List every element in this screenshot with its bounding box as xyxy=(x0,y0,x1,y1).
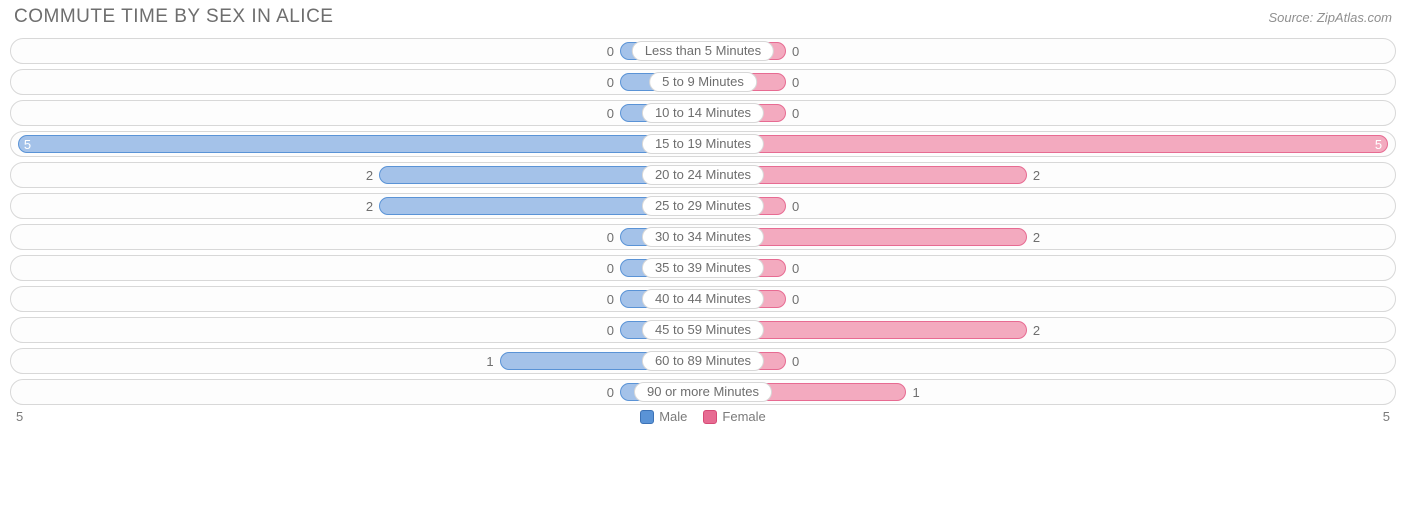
female-bar xyxy=(703,135,1388,153)
category-label: Less than 5 Minutes xyxy=(632,41,774,61)
chart-row: 5 5 15 to 19 Minutes xyxy=(10,131,1396,157)
female-half: 2 xyxy=(703,225,1395,249)
female-value: 2 xyxy=(1027,163,1040,189)
male-half: 0 xyxy=(11,287,703,311)
chart-row: 0 0 Less than 5 Minutes xyxy=(10,38,1396,64)
male-half: 0 xyxy=(11,256,703,280)
male-half: 5 xyxy=(11,132,703,156)
chart-row: 0 1 90 or more Minutes xyxy=(10,379,1396,405)
female-value: 0 xyxy=(786,349,799,375)
male-value: 0 xyxy=(607,256,620,282)
chart-title: COMMUTE TIME BY SEX IN ALICE xyxy=(14,6,333,28)
female-value: 2 xyxy=(1027,318,1040,344)
male-value: 5 xyxy=(18,132,31,158)
chart-row: 0 2 30 to 34 Minutes xyxy=(10,224,1396,250)
male-half: 0 xyxy=(11,39,703,63)
female-value: 0 xyxy=(786,101,799,127)
male-value: 0 xyxy=(607,101,620,127)
female-half: 0 xyxy=(703,287,1395,311)
female-value: 2 xyxy=(1027,225,1040,251)
male-value: 2 xyxy=(366,163,379,189)
male-half: 2 xyxy=(11,194,703,218)
female-value: 0 xyxy=(786,287,799,313)
male-value: 0 xyxy=(607,287,620,313)
chart-header: COMMUTE TIME BY SEX IN ALICE Source: Zip… xyxy=(10,6,1396,28)
female-half: 0 xyxy=(703,194,1395,218)
chart-row: 1 0 60 to 89 Minutes xyxy=(10,348,1396,374)
female-half: 0 xyxy=(703,256,1395,280)
male-value: 1 xyxy=(486,349,499,375)
legend-label: Female xyxy=(722,409,765,424)
legend-item: Female xyxy=(703,409,765,424)
male-half: 0 xyxy=(11,70,703,94)
male-half: 0 xyxy=(11,380,703,404)
chart-row: 0 0 35 to 39 Minutes xyxy=(10,255,1396,281)
legend-swatch xyxy=(703,410,717,424)
category-label: 40 to 44 Minutes xyxy=(642,289,764,309)
category-label: 5 to 9 Minutes xyxy=(649,72,757,92)
female-value: 5 xyxy=(1375,132,1388,158)
legend-swatch xyxy=(640,410,654,424)
chart-row: 2 0 25 to 29 Minutes xyxy=(10,193,1396,219)
female-half: 0 xyxy=(703,70,1395,94)
male-value: 0 xyxy=(607,225,620,251)
legend-label: Male xyxy=(659,409,687,424)
category-label: 45 to 59 Minutes xyxy=(642,320,764,340)
female-half: 0 xyxy=(703,349,1395,373)
male-half: 0 xyxy=(11,101,703,125)
chart-row: 2 2 20 to 24 Minutes xyxy=(10,162,1396,188)
category-label: 10 to 14 Minutes xyxy=(642,103,764,123)
category-label: 35 to 39 Minutes xyxy=(642,258,764,278)
female-half: 1 xyxy=(703,380,1395,404)
male-half: 1 xyxy=(11,349,703,373)
category-label: 25 to 29 Minutes xyxy=(642,196,764,216)
male-half: 0 xyxy=(11,318,703,342)
chart-row: 0 2 45 to 59 Minutes xyxy=(10,317,1396,343)
female-value: 0 xyxy=(786,194,799,220)
commute-chart: COMMUTE TIME BY SEX IN ALICE Source: Zip… xyxy=(0,0,1406,428)
legend-item: Male xyxy=(640,409,687,424)
category-label: 15 to 19 Minutes xyxy=(642,134,764,154)
chart-row: 0 0 40 to 44 Minutes xyxy=(10,286,1396,312)
male-value: 0 xyxy=(607,380,620,406)
category-label: 20 to 24 Minutes xyxy=(642,165,764,185)
axis-right-max: 5 xyxy=(1383,409,1390,424)
male-value: 0 xyxy=(607,39,620,65)
female-half: 2 xyxy=(703,163,1395,187)
chart-rows: 00Less than 5 Minutes005 to 9 Minutes001… xyxy=(10,38,1396,405)
female-half: 0 xyxy=(703,101,1395,125)
legend: Male Female xyxy=(640,409,766,424)
male-bar xyxy=(18,135,703,153)
female-value: 0 xyxy=(786,39,799,65)
male-half: 2 xyxy=(11,163,703,187)
chart-footer: 5 Male Female 5 xyxy=(10,405,1396,424)
category-label: 90 or more Minutes xyxy=(634,382,772,402)
category-label: 60 to 89 Minutes xyxy=(642,351,764,371)
axis-left-max: 5 xyxy=(16,409,23,424)
male-value: 0 xyxy=(607,318,620,344)
category-label: 30 to 34 Minutes xyxy=(642,227,764,247)
female-half: 5 xyxy=(703,132,1395,156)
chart-source: Source: ZipAtlas.com xyxy=(1268,10,1392,25)
female-value: 0 xyxy=(786,256,799,282)
female-value: 1 xyxy=(906,380,919,406)
female-value: 0 xyxy=(786,70,799,96)
male-half: 0 xyxy=(11,225,703,249)
male-value: 2 xyxy=(366,194,379,220)
male-value: 0 xyxy=(607,70,620,96)
female-half: 2 xyxy=(703,318,1395,342)
chart-row: 0 0 5 to 9 Minutes xyxy=(10,69,1396,95)
chart-row: 0 0 10 to 14 Minutes xyxy=(10,100,1396,126)
female-half: 0 xyxy=(703,39,1395,63)
